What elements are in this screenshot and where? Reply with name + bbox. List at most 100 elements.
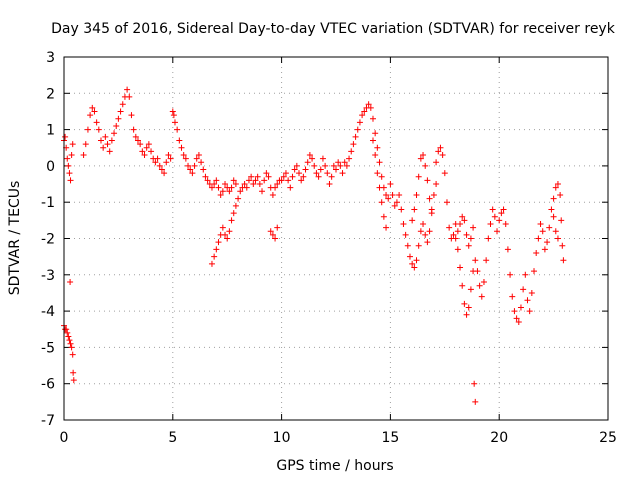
data-point [359,112,366,119]
data-point [504,246,511,253]
data-point [515,318,522,325]
data-point [428,210,435,217]
data-point [404,242,411,249]
data-point [550,195,557,202]
data-point [457,264,464,271]
x-tick-label: 5 [168,430,177,446]
data-point [208,260,215,267]
y-tick-label: 2 [46,86,55,102]
data-point [509,293,516,300]
data-point [70,369,77,376]
data-point [402,231,409,238]
data-point [93,119,100,126]
data-point [524,297,531,304]
data-point [374,144,381,151]
data-point [265,173,272,180]
data-point [272,235,279,242]
data-point [548,206,555,213]
data-point [396,191,403,198]
data-point [346,155,353,162]
data-point [391,202,398,209]
data-point [454,228,461,235]
data-point [219,188,226,195]
data-point [232,181,239,188]
data-point [139,148,146,155]
data-point [67,340,74,347]
data-point [365,101,372,108]
data-point [531,268,538,275]
data-point [559,242,566,249]
data-point [230,210,237,217]
data-point [550,213,557,220]
data-point [502,220,509,227]
data-point [213,177,220,184]
data-point [97,137,104,144]
data-point [237,188,244,195]
data-point [211,253,218,260]
y-tick-label: -5 [41,340,55,356]
data-point [507,271,514,278]
data-point [224,235,231,242]
y-axis-label: SDTVAR / TECUs [7,181,23,296]
y-tick-label: 1 [46,123,55,139]
chart-title: Day 345 of 2016, Sidereal Day-to-day VTE… [51,21,616,37]
data-point [376,159,383,166]
data-point [487,220,494,227]
data-point [174,126,181,133]
data-point [333,166,339,173]
data-point [191,162,198,169]
data-point [232,202,239,209]
y-tick-label: -1 [41,195,55,211]
y-tick-label: -6 [41,377,55,393]
data-point [87,112,94,119]
data-point [137,141,144,148]
data-point [167,155,174,162]
data-points [61,86,567,405]
data-point [313,170,320,177]
data-point [215,239,222,246]
data-point [417,228,424,235]
data-point [219,224,226,231]
data-point [300,173,307,180]
data-point [235,195,242,202]
data-point [378,199,385,206]
data-point [496,217,503,224]
data-point [376,184,383,191]
data-point [217,191,224,198]
data-point [422,162,429,169]
data-point [435,148,442,155]
data-point [198,159,205,166]
data-point [187,166,194,173]
data-point [463,231,470,238]
data-point [415,242,422,249]
data-point [326,181,333,188]
data-point [228,184,235,191]
data-point [517,304,524,311]
data-point [557,191,564,198]
data-point [554,235,561,242]
y-tick-label: -3 [41,268,55,284]
data-point [124,86,131,93]
data-point [467,235,474,242]
data-point [489,206,496,213]
data-point [500,206,507,213]
data-point [398,206,405,213]
data-point [289,173,296,180]
data-point [417,155,424,162]
data-point [369,137,376,144]
data-point [106,148,113,155]
data-point [280,173,287,180]
x-axis-label: GPS time / hours [276,458,393,474]
data-point [337,162,344,169]
data-point [65,162,72,169]
data-point [256,181,263,188]
data-point [117,108,124,115]
data-point [278,177,285,184]
x-tick-label: 15 [381,430,399,446]
data-point [459,282,466,289]
y-tick-label: -4 [41,304,55,320]
data-point [461,300,468,307]
data-point [430,191,437,198]
data-point [369,115,376,122]
data-point [409,260,416,267]
